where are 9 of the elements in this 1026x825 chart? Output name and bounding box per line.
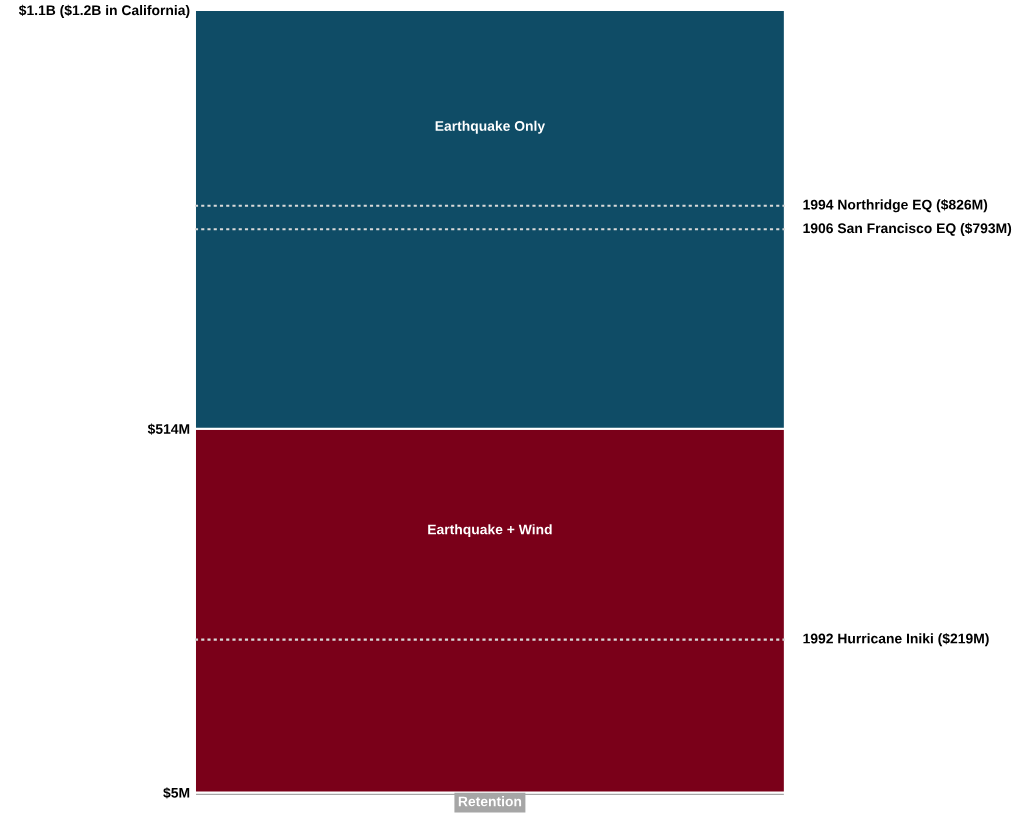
series-label: Earthquake + Wind (428, 524, 552, 538)
y-tick-label: $5M (163, 787, 190, 799)
ref-line-label: 1992 Hurricane Iniki ($219M) (803, 633, 989, 647)
series-label: Retention (458, 796, 522, 807)
ref-line-label: 1994 Northridge EQ ($826M) (803, 199, 988, 213)
y-tick-label: $1.1B ($1.2B in California) (18, 4, 190, 18)
y-tick-label: $514M (147, 423, 190, 435)
ref-line-label: 1906 San Francisco EQ ($793M) (803, 222, 1012, 236)
series-label: Earthquake Only (435, 120, 546, 134)
